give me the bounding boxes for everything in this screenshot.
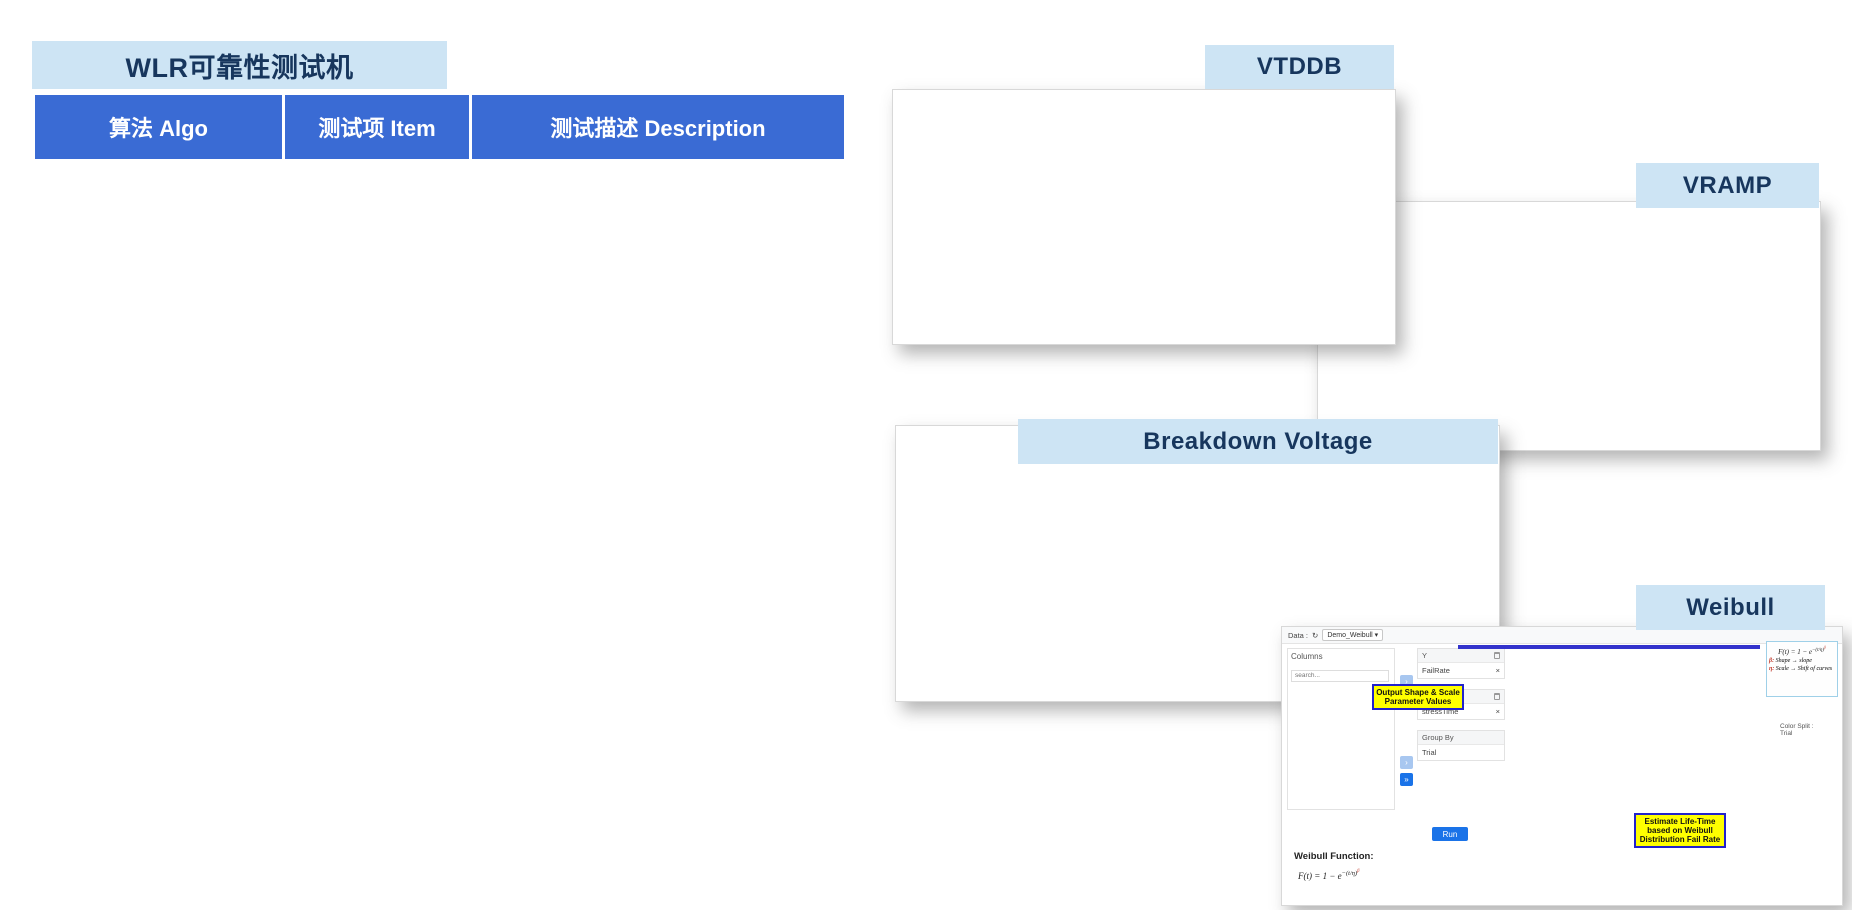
table-title: WLR可靠性测试机 [32,41,447,89]
weibull-legend: Color Split : Trial [1780,723,1838,737]
color-split-field: Trial [1780,730,1793,737]
trash-icon[interactable] [1494,652,1500,659]
shape-callout: Output Shape & Scale Parameter Values [1372,684,1464,710]
remove-x-icon[interactable]: × [1495,707,1500,716]
remove-y-icon[interactable]: × [1495,666,1500,675]
weibull-title: Weibull [1636,585,1825,630]
move-right-button[interactable]: › [1400,756,1413,769]
vtddb-title: VTDDB [1205,45,1394,89]
x-field-value: stressTime [1422,707,1459,716]
header-desc: 测试描述 Description [469,92,847,162]
column-search-input[interactable] [1291,669,1389,682]
trash-icon[interactable] [1494,693,1500,700]
groupby-label: Group By [1422,733,1454,742]
weibull-result-table [1458,645,1760,649]
vtddb-chart-window [892,89,1396,345]
vtddb-chart [893,90,1395,344]
table-header-row: 算法 Algo 测试项 Item 测试描述 Description [32,92,847,162]
weibull-window: Data : ↻ Demo_Weibull ▾ Columns › › » Y … [1281,626,1843,906]
groupby-box: Group By Trial [1417,730,1505,761]
lifetime-callout: Estimate Life-Time based on Weibull Dist… [1634,813,1726,848]
y-field-value: FailRate [1422,666,1450,675]
y-field-box: Y FailRate × [1417,648,1505,679]
run-button[interactable]: Run [1432,827,1468,841]
beta-note: β: Shape → slope [1769,658,1812,664]
weibull-function-label: Weibull Function: [1294,851,1374,862]
data-label: Data : [1288,630,1309,640]
header-algo: 算法 Algo [32,92,285,162]
y-label: Y [1422,651,1428,660]
groupby-value: Trial [1422,748,1437,757]
refresh-icon[interactable]: ↻ [1312,630,1319,640]
columns-panel: Columns [1287,648,1395,810]
vramp-chart-window [1317,201,1821,451]
weibull-formula: F(t) = 1 − e−(t/η)β [1778,645,1826,656]
vramp-title: VRAMP [1636,163,1819,208]
weibull-data-bar: Data : ↻ Demo_Weibull ▾ [1282,627,1842,644]
move-all-button[interactable]: » [1400,773,1413,786]
weibull-formula-box: F(t) = 1 − e−(t/η)β β: Shape → slope η: … [1766,641,1838,697]
eta-note: η: Scale → Shift of curves [1769,666,1833,672]
color-split-label: Color Split : [1780,723,1814,730]
wlr-table: 算法 Algo 测试项 Item 测试描述 Description [32,92,847,162]
breakdown-voltage-title: Breakdown Voltage [1018,419,1498,464]
header-item: 测试项 Item [282,92,472,162]
weibull-plot [1450,707,1766,899]
columns-label: Columns [1291,652,1323,661]
dataset-dropdown[interactable]: Demo_Weibull ▾ [1322,629,1384,641]
weibull-function-formula: F(t) = 1 − e−(t/η)β [1298,869,1360,882]
